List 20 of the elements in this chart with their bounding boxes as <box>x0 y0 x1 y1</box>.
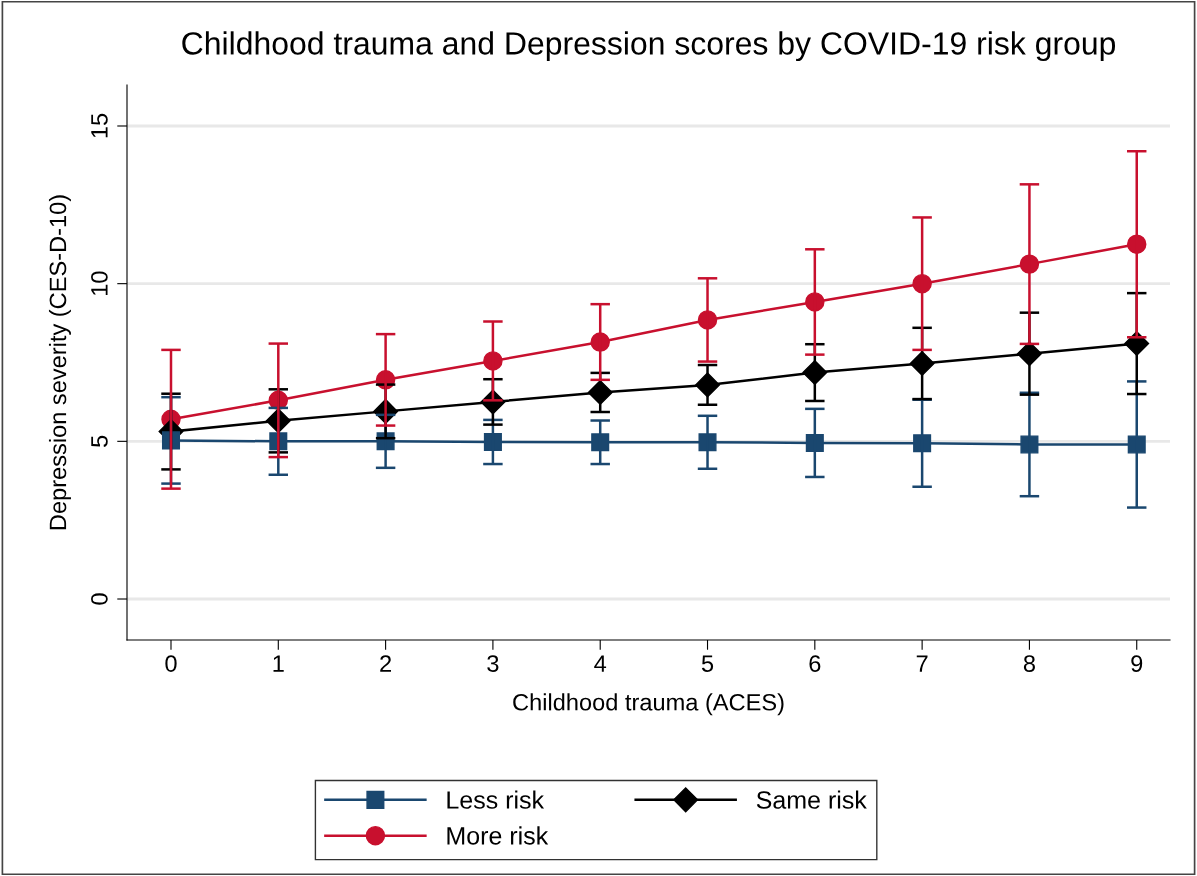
legend-label: Same risk <box>756 790 867 809</box>
x-axis-title: Childhood trauma (ACES) <box>513 693 784 716</box>
x-tick-label: 8 <box>1023 655 1035 672</box>
legend-label: More risk <box>447 826 549 845</box>
x-tick-label: 4 <box>594 655 607 672</box>
chart-title: Childhood trauma and Depression scores by COVID-19 risk group <box>182 31 1116 62</box>
y-tick-label: 15 <box>91 113 108 138</box>
x-tick-label: 0 <box>165 655 177 672</box>
y-axis-title: Depression severity (CES-D-10) <box>48 195 71 530</box>
x-tick-label: 1 <box>273 655 284 672</box>
x-tick-label: 9 <box>1131 655 1143 672</box>
x-tick-label: 7 <box>916 655 928 672</box>
y-tick-label: 10 <box>91 271 108 295</box>
x-tick-label: 3 <box>487 655 499 672</box>
y-tick-label: 0 <box>91 593 108 605</box>
y-tick-label: 5 <box>91 435 108 447</box>
x-tick-label: 6 <box>809 655 821 672</box>
x-tick-label: 5 <box>701 655 714 672</box>
x-tick-label: 2 <box>380 655 391 672</box>
legend-label: Less risk <box>447 790 545 809</box>
